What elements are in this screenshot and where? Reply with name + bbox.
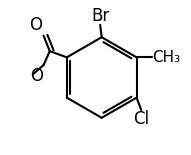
- Text: CH₃: CH₃: [152, 50, 180, 65]
- Text: O: O: [30, 67, 43, 85]
- Text: O: O: [29, 16, 42, 34]
- Text: Br: Br: [91, 7, 109, 25]
- Text: Cl: Cl: [133, 110, 149, 128]
